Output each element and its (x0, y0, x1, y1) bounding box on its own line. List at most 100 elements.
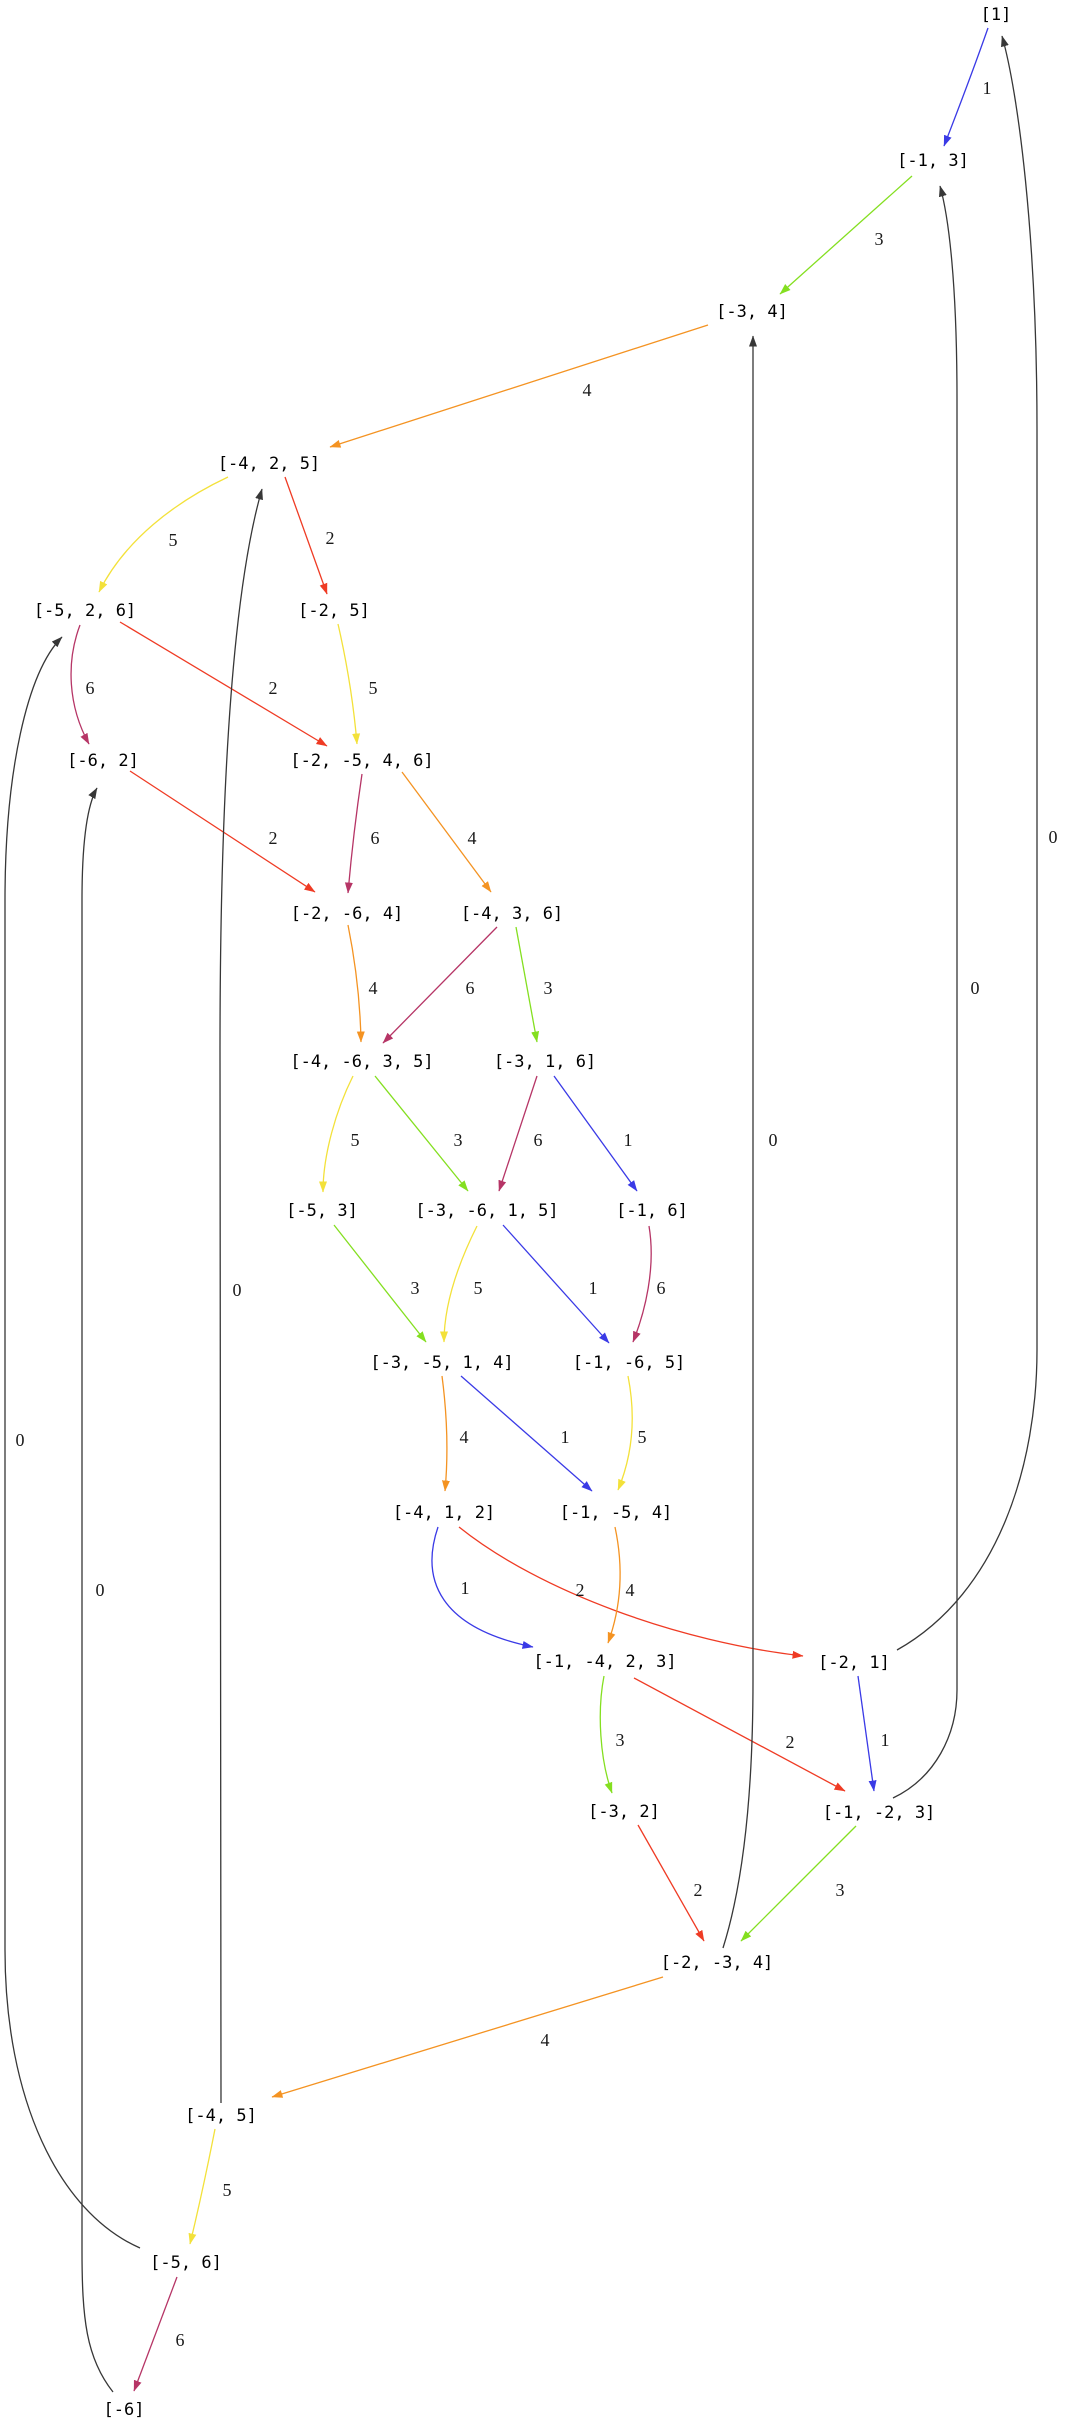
edge-label: 3 (454, 1130, 463, 1150)
graph-node: [-5, 3] (286, 1201, 358, 1221)
edge-label: 3 (616, 1730, 625, 1750)
edge-label: 2 (326, 528, 335, 548)
graph-edge (271, 1976, 664, 2098)
edge-label: 1 (589, 1278, 598, 1298)
graph-node: [-3, 1, 6] (493, 1052, 597, 1072)
graph-edge (70, 624, 90, 745)
edge-label: 4 (583, 380, 592, 400)
graph-edge (896, 35, 1038, 1651)
graph-edge (344, 773, 363, 894)
graph-edge (943, 27, 989, 147)
edge-label: 3 (544, 978, 553, 998)
graph-node: [-3, 2] (588, 1802, 660, 1822)
graph-node: [-2, 1] (818, 1653, 890, 1673)
graph-node: [-1, 6] (616, 1201, 688, 1221)
edge-label: 6 (657, 1278, 666, 1298)
graph-edge (722, 335, 757, 1949)
graph-node: [-2, 5] (298, 601, 370, 621)
graph-edge (133, 2276, 178, 2392)
graph-edge (515, 926, 540, 1043)
graph-node: [-4, 1, 2] (392, 1503, 496, 1523)
graph-edge (441, 1375, 450, 1492)
edge-label: 1 (983, 78, 992, 98)
graph-edge (401, 771, 492, 893)
graph-edge (460, 1375, 593, 1492)
graph-node: [-3, -6, 1, 5] (415, 1201, 559, 1221)
graph-node: [-1, -4, 2, 3] (533, 1652, 677, 1672)
graph-edge (337, 623, 361, 745)
graph-node: [-1, -2, 3] (822, 1803, 936, 1823)
edge-label: 2 (786, 1732, 795, 1752)
graph-edge (740, 1825, 857, 1942)
graph-node: [-5, 2, 6] (33, 601, 137, 621)
edge-label: 6 (86, 678, 95, 698)
edge-label: 2 (576, 1580, 585, 1600)
graph-node: [-4, -6, 3, 5] (290, 1052, 434, 1072)
graph-edge (219, 488, 263, 2104)
edge-label: 4 (468, 828, 477, 848)
edge-label: 2 (269, 828, 278, 848)
graph-edge (599, 1675, 613, 1794)
graph-edge (553, 1075, 638, 1192)
graph-node: [-3, -5, 1, 4] (370, 1353, 514, 1373)
graph-edge (98, 476, 229, 593)
graph-edge (382, 926, 498, 1044)
edge-label: 1 (881, 1730, 890, 1750)
graph-edge (431, 1526, 534, 1649)
graph-edge (857, 1675, 877, 1792)
graph-node: [-4, 3, 6] (460, 904, 564, 924)
edge-label: 5 (474, 1278, 483, 1298)
graph-edge (502, 1224, 610, 1344)
graph-node: [-3, 4] (716, 302, 788, 322)
edge-label: 3 (411, 1278, 420, 1298)
graph-edge (81, 787, 114, 2393)
edge-label: 2 (694, 1880, 703, 1900)
edge-label: 4 (626, 1580, 635, 1600)
graph-edge (347, 924, 365, 1043)
graph-edge (617, 1375, 633, 1491)
graph-edge (329, 324, 709, 448)
edge-label: 4 (460, 1427, 469, 1447)
graph-node: [-6] (103, 2400, 145, 2420)
graph-node: [-1, 3] (897, 151, 969, 171)
graph-edge (779, 175, 913, 295)
graph-edge (119, 621, 328, 747)
graph-node: [-4, 5] (185, 2106, 257, 2126)
graph-edge (440, 1225, 478, 1343)
graph-edge (637, 1824, 705, 1942)
edge-label: 0 (233, 1280, 242, 1300)
edge-label: 6 (534, 1130, 543, 1150)
edge-label: 5 (169, 530, 178, 550)
edge-label: 0 (769, 1130, 778, 1150)
edge-label: 0 (1049, 827, 1058, 847)
edge-label: 6 (176, 2330, 185, 2350)
graph-node: [1] (980, 5, 1012, 25)
edge-label: 4 (369, 978, 378, 998)
edge-label: 5 (369, 678, 378, 698)
graph-node: [-2, -3, 4] (660, 1953, 774, 1973)
edge-label: 1 (461, 1578, 470, 1598)
edge-label: 1 (561, 1427, 570, 1447)
edge-label: 3 (836, 1880, 845, 1900)
graph-node: [-4, 2, 5] (217, 454, 321, 474)
edge-label: 0 (16, 1430, 25, 1450)
edge-label: 5 (638, 1427, 647, 1447)
graph-edge (892, 185, 958, 1799)
edge-label: 0 (96, 1580, 105, 1600)
graph-edge (498, 1075, 538, 1192)
edge-label: 2 (269, 678, 278, 698)
graph-edge (129, 770, 316, 893)
graph-node: [-2, -6, 4] (290, 904, 404, 924)
edge-label: 5 (223, 2180, 232, 2200)
graph-node: [-1, -5, 4] (559, 1503, 673, 1523)
graph-node: [-1, -6, 5] (572, 1353, 686, 1373)
graph-edge (319, 1075, 354, 1193)
graph-edge (633, 1677, 846, 1792)
graph-node: [-5, 6] (150, 2253, 222, 2273)
graph-node: [-6, 2] (67, 751, 139, 771)
edge-label: 6 (371, 828, 380, 848)
graph-node: [-2, -5, 4, 6] (290, 751, 434, 771)
edge-label: 1 (624, 1130, 633, 1150)
